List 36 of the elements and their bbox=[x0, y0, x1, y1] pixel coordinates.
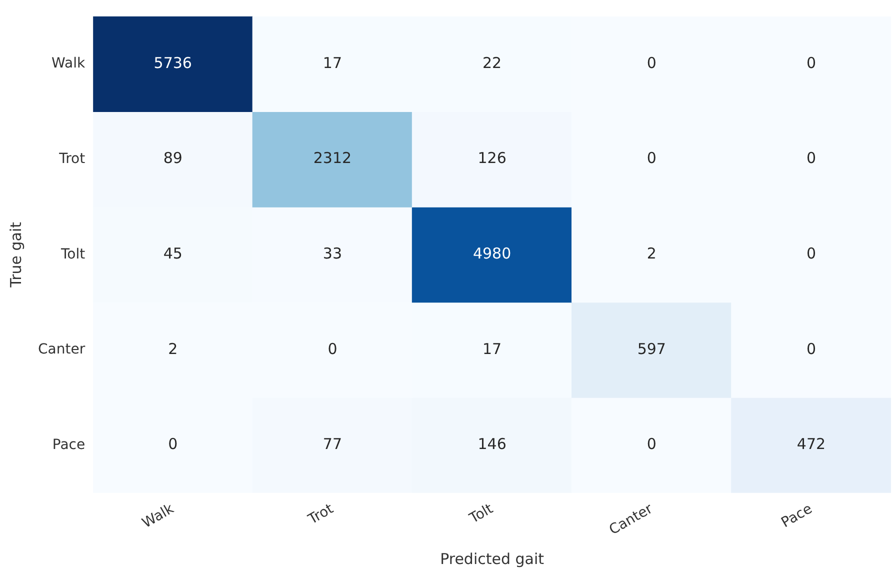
data-label: 45 bbox=[163, 244, 182, 263]
x-tick-label: Tolt bbox=[466, 500, 496, 528]
data-label: 2312 bbox=[313, 149, 352, 168]
x-axis-title: Predicted gait bbox=[440, 550, 544, 568]
data-label: 146 bbox=[478, 435, 506, 454]
data-label: 0 bbox=[806, 149, 816, 168]
y-tick-label: Pace bbox=[52, 436, 86, 453]
data-label: 22 bbox=[482, 54, 502, 72]
data-label: 0 bbox=[168, 435, 178, 454]
data-label: 17 bbox=[322, 54, 342, 72]
y-tick-label: Trot bbox=[58, 150, 86, 167]
data-label: 597 bbox=[637, 340, 666, 358]
data-label: 126 bbox=[478, 149, 506, 168]
data-label: 0 bbox=[646, 149, 656, 168]
data-label: 2 bbox=[168, 340, 178, 358]
x-tick-label: Walk bbox=[140, 500, 178, 532]
data-label: 0 bbox=[806, 244, 816, 263]
x-tick-label: Pace bbox=[778, 500, 816, 532]
y-tick-label: Walk bbox=[52, 56, 86, 72]
data-label: 0 bbox=[646, 54, 656, 72]
data-label: 4980 bbox=[472, 244, 512, 263]
data-label: 0 bbox=[806, 340, 816, 358]
data-label: 5736 bbox=[154, 54, 192, 72]
x-tick-label: Trot bbox=[304, 500, 337, 528]
data-label: 89 bbox=[163, 149, 182, 168]
data-label: 472 bbox=[796, 435, 826, 454]
data-label: 17 bbox=[482, 340, 502, 358]
y-axis-title: True gait bbox=[6, 222, 25, 288]
data-label: 0 bbox=[806, 54, 816, 72]
data-label: 2 bbox=[646, 244, 656, 263]
data-label: 33 bbox=[322, 244, 342, 263]
data-label: 77 bbox=[322, 435, 342, 454]
data-label: 0 bbox=[646, 435, 656, 454]
y-tick-label: Tolt bbox=[60, 246, 86, 262]
y-tick-label: Canter bbox=[38, 342, 86, 358]
data-label: 0 bbox=[328, 340, 338, 358]
